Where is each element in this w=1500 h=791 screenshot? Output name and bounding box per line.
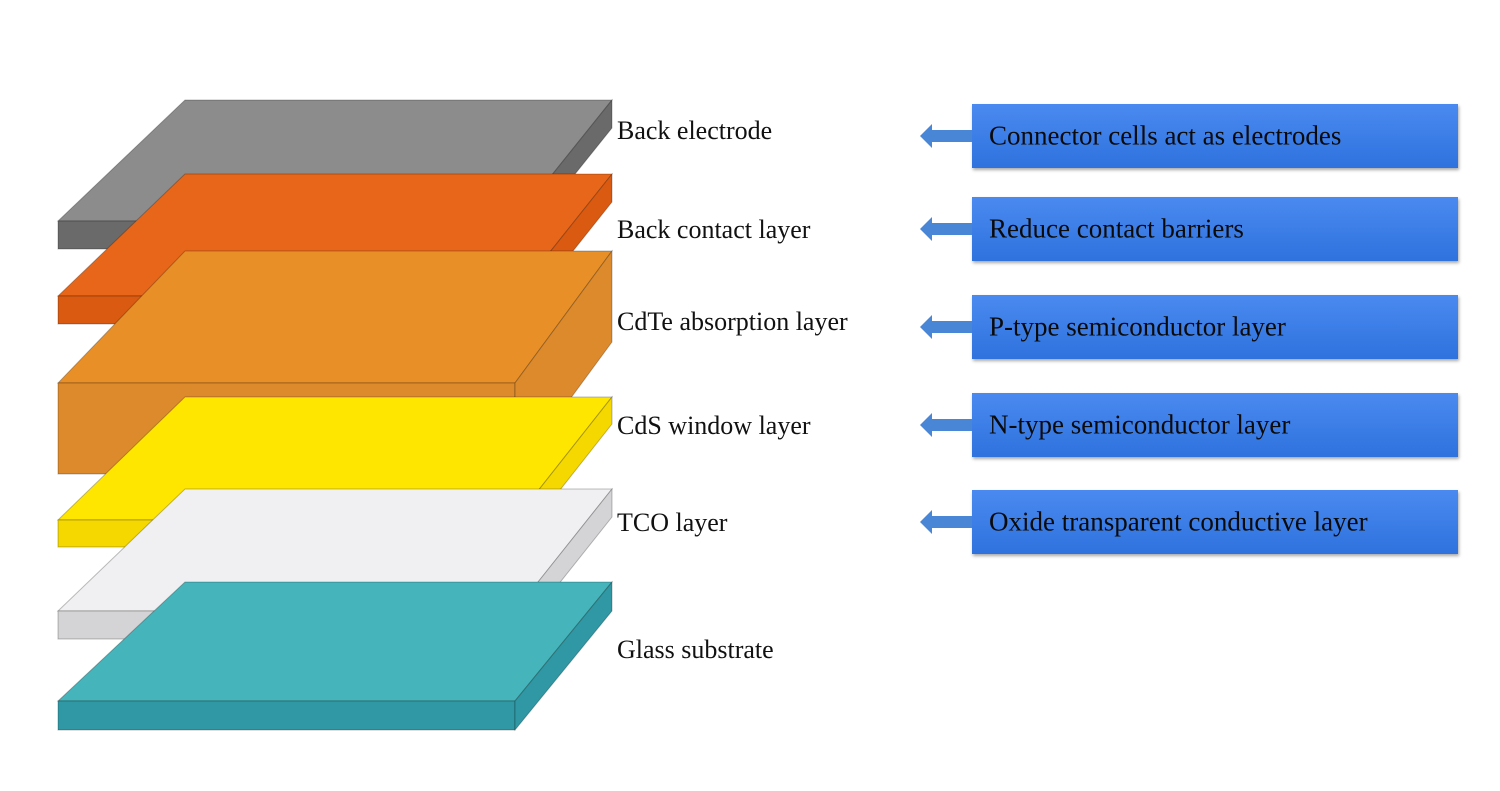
label-glass-substrate: Glass substrate xyxy=(617,635,774,664)
layer-front-face xyxy=(57,700,516,731)
label-cdte-absorption-layer: CdTe absorption layer xyxy=(617,307,848,336)
description-text: N-type semiconductor layer xyxy=(989,409,1291,440)
description-text: P-type semiconductor layer xyxy=(989,311,1286,342)
layer-side-face xyxy=(514,580,613,732)
arrow-left-icon xyxy=(920,413,972,437)
description-box: Oxide transparent conductive layer xyxy=(972,490,1458,554)
arrow-left-icon xyxy=(920,315,972,339)
arrow-left-icon xyxy=(920,124,972,148)
label-back-contact-layer: Back contact layer xyxy=(617,215,811,244)
description-box: Reduce contact barriers xyxy=(972,197,1458,261)
description-text: Reduce contact barriers xyxy=(989,213,1244,244)
label-tco-layer: TCO layer xyxy=(617,508,728,537)
description-box: P-type semiconductor layer xyxy=(972,295,1458,359)
description-text: Oxide transparent conductive layer xyxy=(989,506,1368,537)
arrow-left-icon xyxy=(920,510,972,534)
description-box: Connector cells act as electrodes xyxy=(972,104,1458,168)
arrow-left-icon xyxy=(920,217,972,241)
layer-glass-substrate xyxy=(56,580,614,732)
label-back-electrode: Back electrode xyxy=(617,116,773,145)
description-box: N-type semiconductor layer xyxy=(972,393,1458,457)
label-cds-window-layer: CdS window layer xyxy=(617,411,811,440)
description-text: Connector cells act as electrodes xyxy=(989,120,1342,151)
